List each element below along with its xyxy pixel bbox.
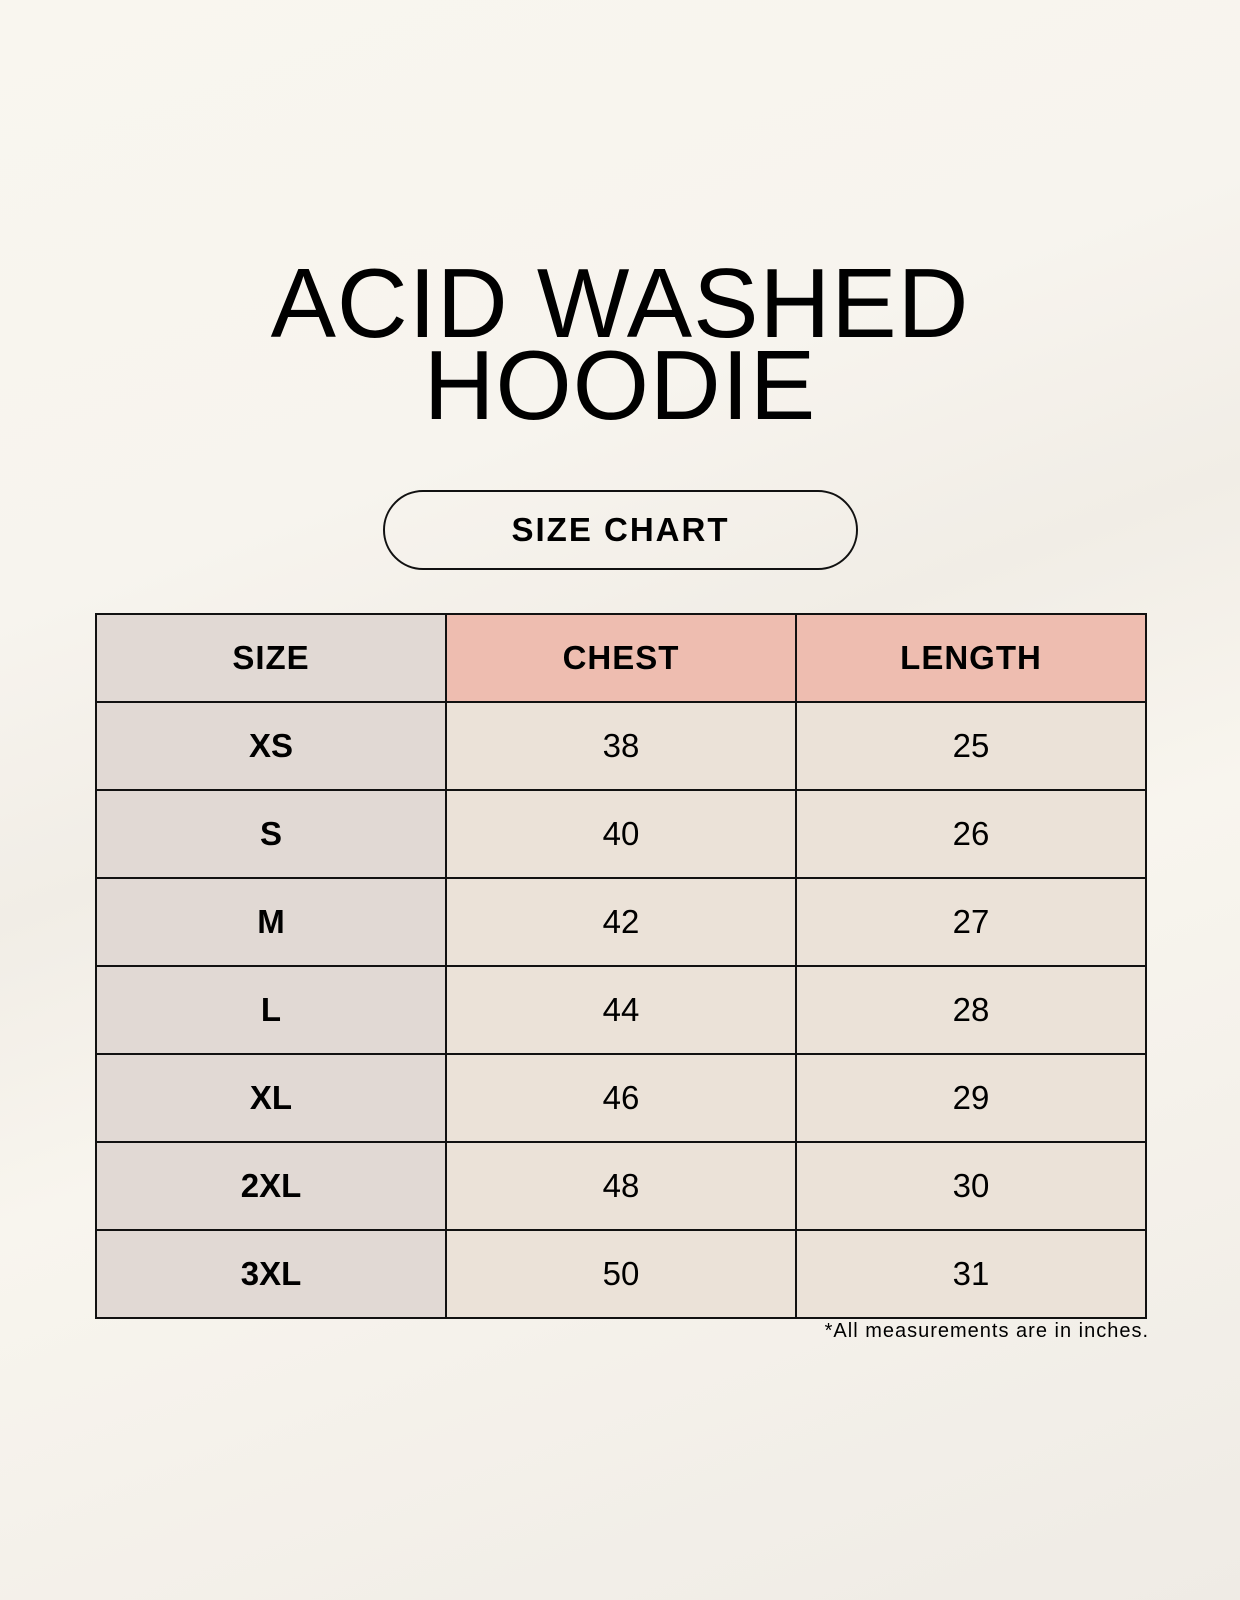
- cell-chest: 42: [445, 877, 797, 967]
- cell-size: L: [95, 965, 447, 1055]
- header-chest: CHEST: [445, 613, 797, 703]
- header-size: SIZE: [95, 613, 447, 703]
- cell-length: 26: [795, 789, 1147, 879]
- table-row: 3XL 50 31: [95, 1229, 1147, 1319]
- cell-size: S: [95, 789, 447, 879]
- table-header-row: SIZE CHEST LENGTH: [95, 613, 1147, 703]
- cell-length: 25: [795, 701, 1147, 791]
- cell-length: 30: [795, 1141, 1147, 1231]
- cell-length: 28: [795, 965, 1147, 1055]
- cell-chest: 40: [445, 789, 797, 879]
- cell-chest: 50: [445, 1229, 797, 1319]
- cell-chest: 46: [445, 1053, 797, 1143]
- cell-size: XL: [95, 1053, 447, 1143]
- cell-size: M: [95, 877, 447, 967]
- cell-size: 3XL: [95, 1229, 447, 1319]
- table-row: XS 38 25: [95, 701, 1147, 791]
- title-line-1: ACID WASHED: [270, 248, 970, 358]
- cell-size: XS: [95, 701, 447, 791]
- cell-length: 31: [795, 1229, 1147, 1319]
- header-length: LENGTH: [795, 613, 1147, 703]
- cell-length: 29: [795, 1053, 1147, 1143]
- cell-chest: 44: [445, 965, 797, 1055]
- cell-length: 27: [795, 877, 1147, 967]
- cell-size: 2XL: [95, 1141, 447, 1231]
- footnote: *All measurements are in inches.: [824, 1320, 1149, 1342]
- cell-chest: 48: [445, 1141, 797, 1231]
- size-chart-label: SIZE CHART: [383, 490, 858, 570]
- page-title: ACID WASHED HOODIE: [0, 248, 1240, 440]
- size-table: SIZE CHEST LENGTH XS 38 25 S 40 26 M 42 27 L 44 28 X…: [95, 613, 1147, 1319]
- table-row: 2XL 48 30: [95, 1141, 1147, 1231]
- title-line-2: HOODIE: [423, 330, 817, 440]
- table-row: L 44 28: [95, 965, 1147, 1055]
- table-row: S 40 26: [95, 789, 1147, 879]
- cell-chest: 38: [445, 701, 797, 791]
- table-row: M 42 27: [95, 877, 1147, 967]
- table-row: XL 46 29: [95, 1053, 1147, 1143]
